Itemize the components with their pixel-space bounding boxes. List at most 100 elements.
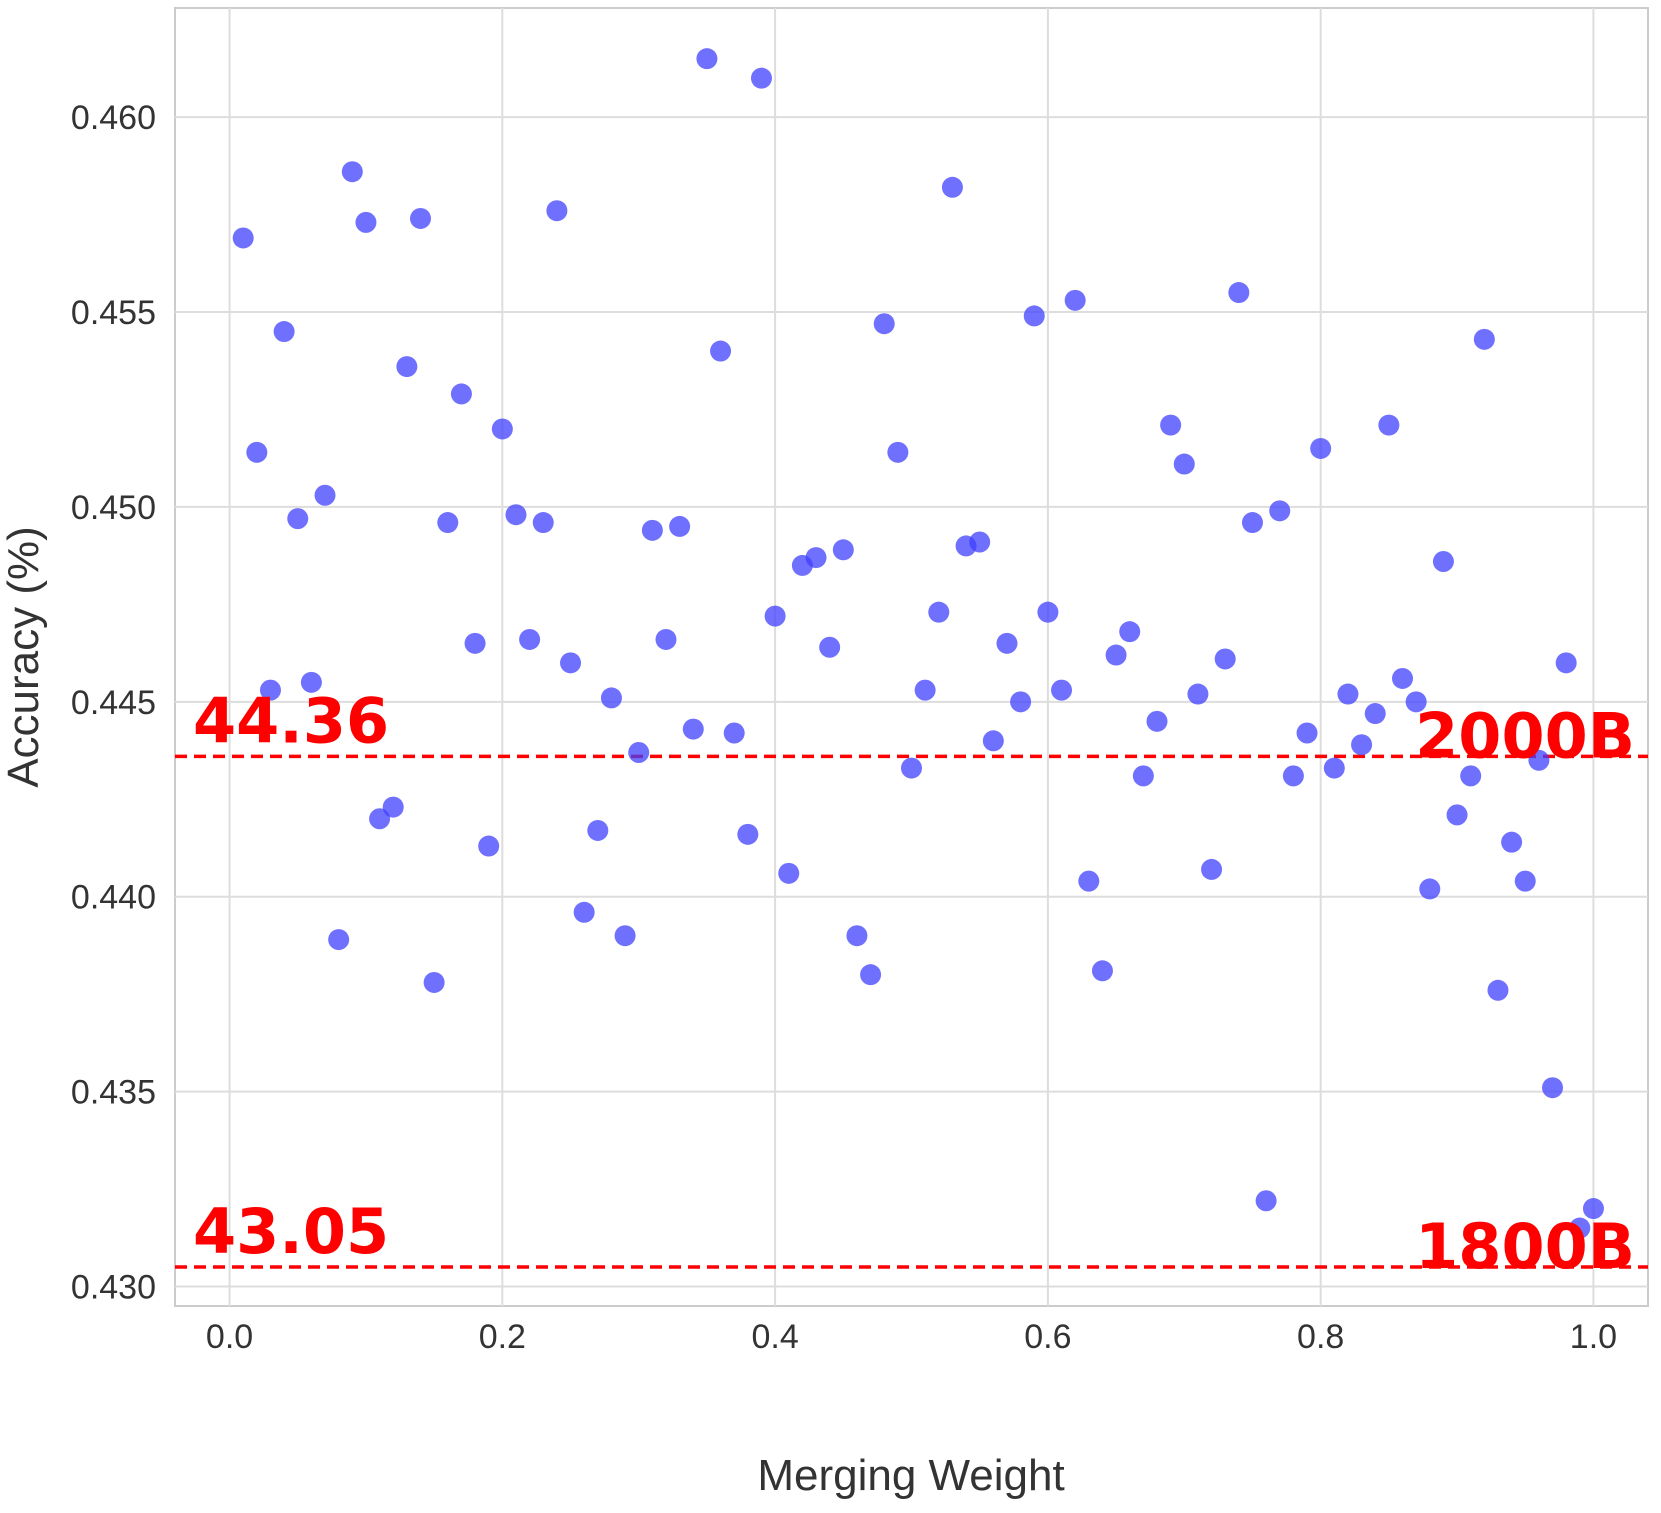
data-point [764,605,786,627]
data-point [1255,1190,1277,1212]
reference-right-label: 2000B [1415,699,1635,772]
data-point [1364,703,1386,725]
data-point [737,823,759,845]
reference-lines [175,754,1648,1269]
data-point [600,687,622,709]
data-point [1378,414,1400,436]
data-point [1051,679,1073,701]
data-point [314,484,336,506]
data-point [369,808,391,830]
x-tick-label: 0.8 [1297,1318,1344,1356]
data-point [382,796,404,818]
data-point [655,628,677,650]
data-point [423,971,445,993]
data-point [696,48,718,70]
data-point [996,632,1018,654]
data-point [1282,765,1304,787]
x-tick-label: 0.4 [751,1318,798,1356]
data-point [1105,644,1127,666]
data-point [560,652,582,674]
data-point [832,539,854,561]
data-point [273,321,295,343]
data-point [1351,734,1373,756]
data-point [1241,512,1263,534]
data-point [532,512,554,534]
data-point [641,519,663,541]
data-point [1078,870,1100,892]
data-point [1514,870,1536,892]
reference-labels: 44.36 2000B 43.05 1800B [193,684,1635,1283]
y-tick-label: 0.450 [71,489,156,527]
data-point [1569,1217,1591,1239]
data-point [1010,691,1032,713]
x-tick-label: 0.2 [479,1318,526,1356]
data-point [1542,1077,1564,1099]
data-point [928,601,950,623]
data-point [355,211,377,233]
data-point [573,901,595,923]
data-point [491,418,513,440]
data-point [1473,328,1495,350]
data-point [450,383,472,405]
data-point [1228,282,1250,304]
data-point [778,862,800,884]
data-point [341,161,363,183]
x-tick-label: 0.6 [1024,1318,1071,1356]
x-axis-ticks: 0.0 0.2 0.4 0.6 0.8 1.0 [206,1318,1617,1356]
data-point [519,628,541,650]
data-point [1119,621,1141,643]
data-point [1269,500,1291,522]
data-point [969,531,991,553]
data-point [982,730,1004,752]
data-point [669,515,691,537]
data-point [1405,691,1427,713]
data-point [464,632,486,654]
data-point [1460,765,1482,787]
data-point [1555,652,1577,674]
data-point [750,67,772,89]
data-point [1392,667,1413,689]
reference-right-label: 1800B [1415,1210,1635,1283]
data-point [546,200,568,222]
data-point [1419,878,1441,900]
data-point [628,741,650,763]
data-point [901,757,922,779]
x-tick-label: 1.0 [1570,1318,1617,1356]
reference-left-label: 43.05 [193,1195,389,1268]
data-point [1432,551,1454,573]
data-point [873,313,895,335]
data-point [328,929,350,951]
data-point [887,441,909,463]
data-point [805,547,827,569]
y-tick-label: 0.430 [71,1269,156,1307]
data-point [682,718,704,740]
data-point [1296,722,1318,744]
y-axis-ticks: 0.430 0.435 0.440 0.445 0.450 0.455 0.460 [71,99,156,1306]
data-points [232,48,1604,1239]
data-point [246,441,268,463]
data-point [819,636,841,658]
y-tick-label: 0.445 [71,684,156,722]
data-point [410,207,431,229]
data-point [1446,804,1468,826]
data-point [1582,1198,1604,1220]
data-point [437,512,459,534]
y-tick-label: 0.460 [71,99,156,137]
data-point [1023,305,1045,327]
data-point [941,176,963,198]
data-point [1337,683,1359,705]
data-point [396,356,418,378]
data-point [1487,979,1509,1001]
data-point [232,227,254,249]
data-point [1173,453,1195,475]
data-point [914,679,936,701]
data-point [1091,960,1113,982]
data-point [1528,749,1550,771]
data-point [1214,648,1236,670]
data-point [1064,289,1086,311]
data-point [287,508,309,530]
data-point [1187,683,1209,705]
data-point [1201,858,1223,880]
data-point [1323,757,1345,779]
data-point [1160,414,1182,436]
